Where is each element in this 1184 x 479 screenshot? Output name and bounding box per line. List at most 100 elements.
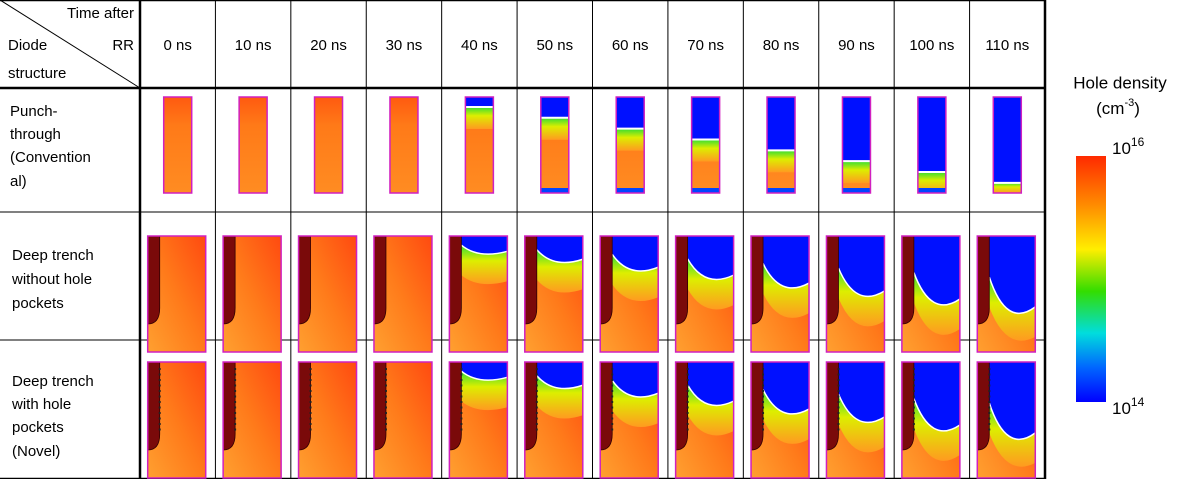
snapshot-border xyxy=(674,235,735,353)
snapshot-border xyxy=(524,361,584,479)
hole-pocket xyxy=(384,428,387,431)
hole-pocket xyxy=(309,384,312,387)
hole-pocket xyxy=(912,379,915,381)
junction-line xyxy=(988,276,1036,314)
snapshot xyxy=(239,97,268,193)
corner-label: RR xyxy=(112,37,134,54)
depleted-region xyxy=(838,236,885,297)
snapshot-border xyxy=(825,235,886,353)
hole-pocket xyxy=(384,384,387,387)
hole-pocket xyxy=(158,401,161,403)
hole-pocket xyxy=(460,406,463,409)
bottom-band xyxy=(691,188,720,193)
depleted-region xyxy=(993,97,1022,183)
snapshot-border xyxy=(222,235,282,353)
hole-pocket xyxy=(309,401,312,403)
junction-line xyxy=(536,375,584,390)
trench xyxy=(976,361,990,451)
row-label: Deep trench xyxy=(12,247,94,264)
hole-pocket xyxy=(158,417,161,420)
hole-pocket xyxy=(460,423,463,425)
row-label: pockets xyxy=(12,295,64,312)
bottom-band xyxy=(616,188,645,193)
hole-pocket xyxy=(762,423,765,425)
snapshot-border xyxy=(448,235,509,353)
hole-pocket xyxy=(158,379,161,381)
depleted-region xyxy=(842,97,871,162)
hole-pocket xyxy=(535,412,538,414)
hole-pocket xyxy=(158,384,161,387)
hole-pocket xyxy=(611,368,614,370)
hole-pocket xyxy=(384,423,387,425)
time-header: 60 ns xyxy=(612,37,649,54)
time-header: 10 ns xyxy=(235,37,272,54)
snapshot-border xyxy=(825,361,886,479)
junction-line xyxy=(686,258,734,281)
hole-pocket xyxy=(912,390,915,392)
front-band xyxy=(763,389,810,444)
hole-pocket xyxy=(912,417,915,420)
hole-pocket xyxy=(988,379,991,381)
hole-pocket xyxy=(686,428,689,431)
hole-pocket xyxy=(912,395,915,398)
trench xyxy=(750,361,764,451)
hole-pocket xyxy=(384,412,387,414)
row-label: with hole xyxy=(11,396,71,413)
trench xyxy=(524,361,538,451)
time-header: 70 ns xyxy=(687,37,724,54)
snapshot-border xyxy=(389,96,419,194)
hole-pocket xyxy=(611,423,614,425)
hole-pocket xyxy=(234,390,237,392)
depleted-region xyxy=(691,97,720,140)
snapshot-border xyxy=(690,96,721,194)
hole-pocket xyxy=(309,390,312,392)
snapshot-border xyxy=(146,361,207,479)
time-header: 90 ns xyxy=(838,37,875,54)
hole-pocket xyxy=(535,417,538,420)
hole-pocket xyxy=(535,368,538,370)
hole-pocket xyxy=(309,395,312,398)
hole-pocket xyxy=(837,401,840,403)
hole-pocket xyxy=(686,401,689,403)
depleted-region xyxy=(838,362,885,423)
hole-pocket xyxy=(158,390,161,392)
hole-pocket xyxy=(234,428,237,431)
junction-line xyxy=(611,253,659,272)
junction-line xyxy=(762,389,810,415)
hole-pocket xyxy=(837,406,840,409)
hole-pocket xyxy=(837,423,840,425)
snapshot-border xyxy=(373,235,433,353)
trench xyxy=(373,235,387,325)
hole-pocket xyxy=(837,368,840,370)
hole-pocket xyxy=(912,368,915,370)
row-label: Punch- xyxy=(10,103,58,120)
hole-pocket xyxy=(611,373,614,376)
hole-pocket xyxy=(837,412,840,414)
snapshot-border xyxy=(841,96,872,194)
snapshot-border xyxy=(599,235,659,353)
corner-label: Time after xyxy=(67,5,134,22)
trench xyxy=(373,361,387,451)
depleted-region xyxy=(687,362,734,406)
hole-pocket xyxy=(460,390,463,392)
front-band xyxy=(838,267,885,327)
snapshot-border xyxy=(599,361,659,479)
depleted-region xyxy=(536,362,583,389)
hole-pocket xyxy=(535,395,538,398)
hole-pocket xyxy=(309,379,312,381)
unit-exponent: -3 xyxy=(1124,97,1134,109)
hole-pocket xyxy=(686,406,689,409)
hole-pocket xyxy=(988,417,991,420)
snapshot-border xyxy=(766,96,796,194)
hole-pocket xyxy=(384,373,387,376)
hole-pocket xyxy=(234,412,237,414)
front-band xyxy=(767,150,796,173)
time-header: 30 ns xyxy=(386,37,423,54)
snapshot-border xyxy=(297,235,358,353)
hole-pocket xyxy=(837,428,840,431)
hole-pocket xyxy=(234,401,237,403)
junction-line xyxy=(460,244,508,255)
front-band xyxy=(616,128,645,151)
depleted-region xyxy=(767,97,796,151)
front-band xyxy=(461,371,508,411)
